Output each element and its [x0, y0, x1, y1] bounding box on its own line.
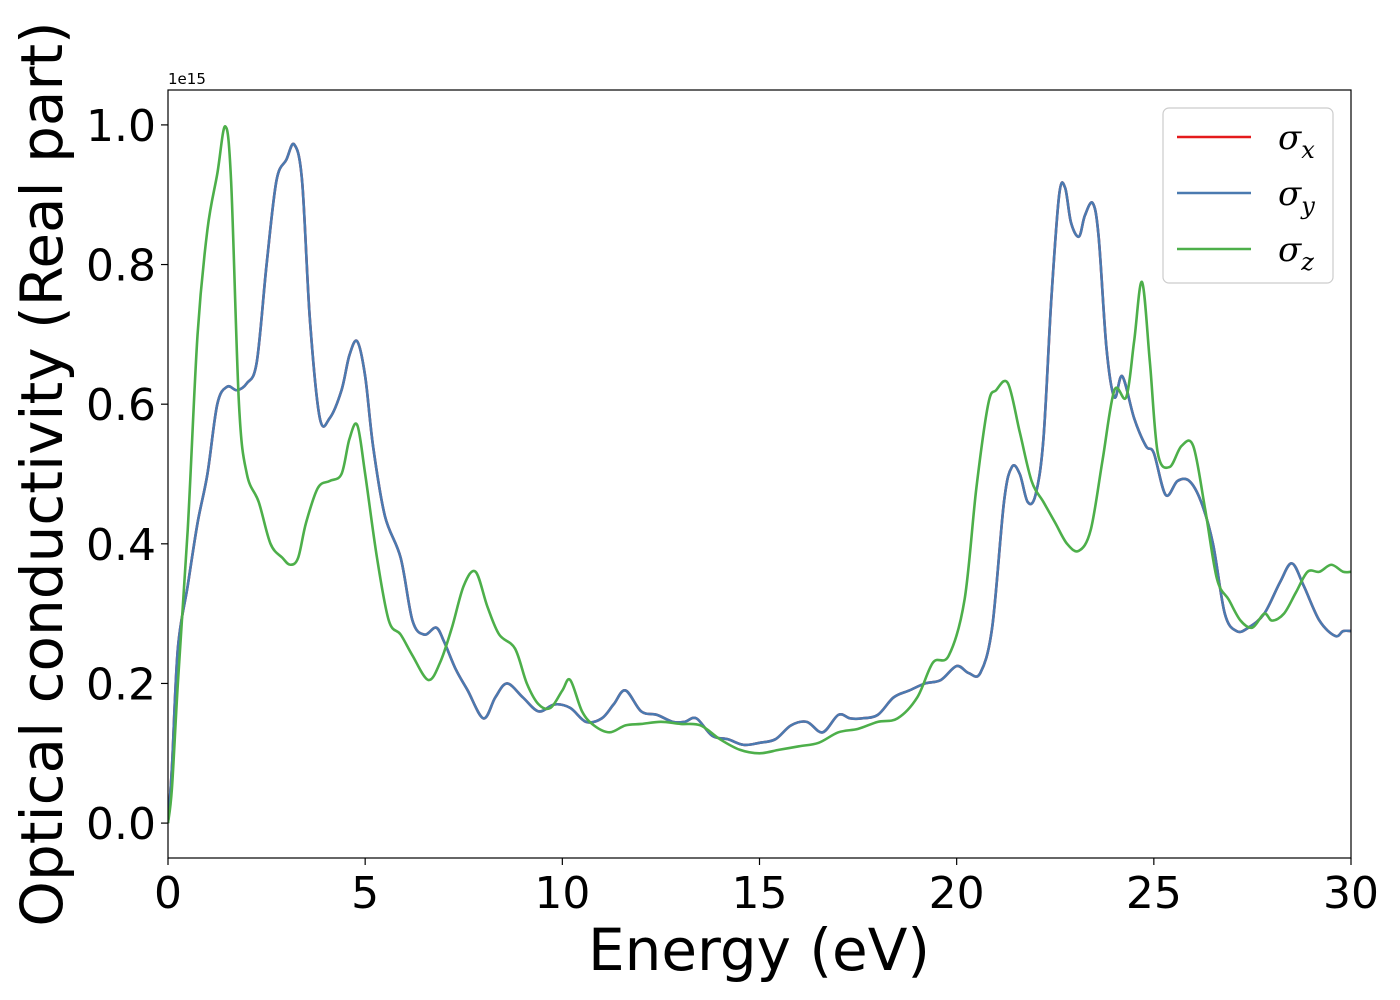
legend-label-x: σx: [1278, 118, 1315, 164]
series-line-y: [168, 142, 1351, 824]
x-tick-label: 5: [351, 868, 379, 919]
legend-label-z: σz: [1278, 230, 1314, 276]
y-tick-label: 0.6: [86, 380, 156, 431]
y-tick-label: 0.8: [86, 241, 156, 292]
x-tick-label: 25: [1126, 868, 1182, 919]
x-tick-label: 10: [534, 868, 590, 919]
series-layer: [168, 125, 1351, 824]
y-tick-label: 0.4: [86, 520, 156, 571]
x-tick-label: 20: [929, 868, 985, 919]
y-axis-ticks: 0.0 0.2 0.4 0.6 0.8 1.0: [86, 101, 168, 850]
legend: σx σy σz: [1162, 107, 1334, 284]
y-axis-label: Optical conductivity (Real part): [8, 21, 76, 926]
y-tick-label: 0.2: [86, 659, 156, 710]
x-tick-label: 30: [1323, 868, 1379, 919]
x-axis-label: Energy (eV): [588, 916, 930, 984]
series-line-z: [168, 125, 1351, 824]
x-tick-label: 15: [732, 868, 788, 919]
legend-label-y: σy: [1278, 174, 1315, 220]
x-axis-ticks: 0 5 10 15 20 25 30: [154, 858, 1379, 919]
legend-box: [1162, 107, 1334, 284]
y-tick-label: 1.0: [86, 101, 156, 152]
y-tick-label: 0.0: [86, 799, 156, 850]
x-tick-label: 0: [154, 868, 182, 919]
y-axis-offset-label: 1e15: [168, 70, 206, 88]
